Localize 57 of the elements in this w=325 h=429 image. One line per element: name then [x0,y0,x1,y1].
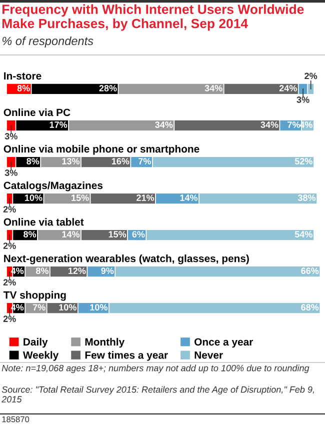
y-tick-label: Online via mobile phone or smartphone [4,144,200,155]
y-tick-label: TV shopping [4,291,66,301]
data-label: 28% [99,84,117,92]
y-tick-label: In-store [4,72,42,80]
data-label: 54% [294,231,312,238]
data-label: 3% [296,96,310,103]
data-label: 12% [68,268,86,274]
data-label: 34% [155,122,173,128]
data-label: 24% [279,84,297,92]
data-label: 8% [24,231,36,238]
data-label: 10% [90,304,108,311]
data-label: 52% [294,158,312,164]
data-label: 14% [62,231,80,238]
y-tick-label: Catalogs/Magazines [4,181,103,192]
data-label: 7% [32,304,46,310]
data-label: 10% [59,304,76,311]
data-label: 68% [301,304,319,311]
data-label: 3% [4,133,18,140]
data-label: 21% [136,194,154,201]
y-tick-label: Next-generation wearables (watch, glasses, pens) [4,254,249,264]
data-label: 15% [72,194,89,201]
text: Note: n=19,068 ages 18+; numbers may not add up to 100% due to rounding [2,364,310,374]
data-label: 10% [25,194,42,201]
y-tick-label: Online via tablet [4,218,84,226]
legend-label: Few times a year [85,351,168,361]
data-label: 2% [3,206,16,212]
data-label: 13% [62,158,80,164]
data-label: 66% [301,268,319,274]
data-label: 38% [298,194,316,201]
data-label: 34% [204,84,222,92]
data-label: 15% [108,231,126,238]
legend-label: Once a year [194,338,253,348]
data-label: 6% [132,231,145,238]
data-label: 2% [3,316,16,322]
data-label: 8% [26,158,40,164]
data-label: 34% [260,122,278,128]
data-label: 8% [17,84,30,92]
source-note: Source: "Total Retail Survey 2015: Retailers and the Age of Disruption," Feb 9, 2015 [2,386,314,402]
data-label: 9% [101,268,114,274]
data-label: 8% [36,268,48,274]
y-tick-label: Online via PC [4,108,70,116]
chart-title: Frequency with Which Internet Users Worldwide Make Purchases, by Channel, Sep 2014 [2,4,304,31]
data-label: 16% [112,158,130,164]
data-label: 2% [3,279,16,286]
legend-label: Weekly [22,351,59,361]
data-label: 14% [180,194,198,201]
legend-label: Never [194,352,223,359]
data-label: 7% [288,122,300,128]
data-label: 2% [3,242,16,249]
legend-label: Daily [24,338,48,348]
data-label: 17% [50,122,68,128]
chart-subtitle: % of respondents [2,36,94,48]
data-label: 2% [304,72,318,80]
data-label: 7% [138,158,151,164]
text: 185870 [2,416,30,422]
legend-label: Monthly [85,338,125,348]
data-label: 3% [4,170,18,176]
